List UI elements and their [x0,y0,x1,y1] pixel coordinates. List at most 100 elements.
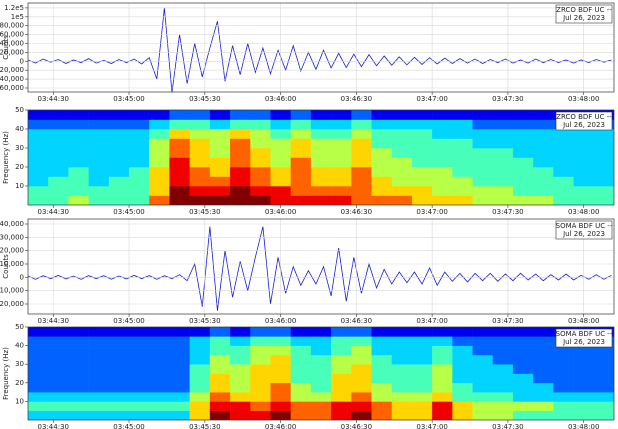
spectrogram-cell [492,195,514,205]
spectrogram-cell [189,345,211,356]
spectrogram-cell [68,186,89,196]
spectrogram-cell [533,392,554,402]
spectrogram-cell [68,148,89,158]
spectrogram-cell [371,373,393,384]
spectrogram-cell [48,382,69,393]
spectrogram-cell [331,410,352,420]
spectrogram-cell [230,129,251,139]
spectrogram-cell [593,195,614,205]
spectrogram-cell [28,148,49,158]
spectrogram-cell [492,392,514,402]
spectrogram-cell [149,410,170,420]
spectrogram-cell [129,186,150,196]
spectrogram-cell [553,195,574,205]
y-tick-label: -60,000 [0,84,24,92]
spectrogram-cell [411,354,433,365]
spectrogram-cell [331,186,352,196]
spectrogram-cell [472,345,494,356]
spectrogram-cell [573,148,595,158]
x-tick-label: 03:47:00 [416,317,447,325]
x-tick-label: 03:45:30 [189,317,220,325]
plot-content [28,110,614,205]
spectrogram-cell [230,119,251,130]
spectrogram-cell [331,157,352,168]
spectrogram-cell [512,195,534,205]
spectrogram-cell [68,392,89,402]
spectrogram-cell [68,410,89,420]
spectrogram-cell [432,195,453,205]
spectrogram-cell [88,373,110,384]
spectrogram-cell [169,186,190,196]
spectrogram-cell [209,195,231,205]
spectrogram-cell [68,382,89,393]
spectrogram-cell [371,138,393,149]
spectrogram-cell [149,354,170,365]
spectrogram-cell [391,157,413,168]
spectrogram-cell [108,364,130,374]
spectrogram-cell [250,119,271,130]
spectrogram-cell [351,354,372,365]
spectrogram-cell [472,373,494,384]
spectrogram-cell [270,354,291,365]
spectrogram-cell [452,345,473,356]
spectrogram-cell [310,195,332,205]
spectrogram-cell [391,354,413,365]
y-tick-label: 10 [15,397,24,405]
spectrogram-cell [290,410,312,420]
spectrogram-cell [250,392,271,402]
spectrogram-cell [310,345,332,356]
spectrogram-cell [452,186,473,196]
spectrogram-cell [270,148,291,158]
spectrogram-cell [371,382,393,393]
spectrogram-cell [351,186,372,196]
spectrogram-cell [310,401,332,411]
spectrogram-cell [452,382,473,393]
spectrogram-cell [48,327,69,337]
spectrogram-cell [250,167,271,177]
spectrogram-cell [371,364,393,374]
spectrogram-cell [68,373,89,384]
x-tick-label: 03:47:00 [416,95,447,103]
y-tick-label: 10,000 [0,260,24,268]
spectrogram-cell [432,186,453,196]
spectrogram-cell [250,195,271,205]
spectrogram-cell [129,110,150,120]
spectrogram-cell [250,157,271,168]
spectrogram-cell [512,382,534,393]
spectrogram-cell [290,345,312,356]
spectrogram-cell [512,138,534,149]
spectrogram-cell [472,401,494,411]
spectrogram-cell [371,354,393,365]
spectrogram-cell [129,373,150,384]
spectrogram-cell [149,157,170,168]
spectrogram-cell [411,186,433,196]
spectrogram-cell [270,364,291,374]
spectrogram-cell [512,373,534,384]
spectrogram-cell [230,327,251,337]
spectrogram-cell [593,148,614,158]
x-tick-label: 03:46:00 [265,95,296,103]
spectrogram-cell [28,336,49,346]
spectrogram-cell [573,167,595,177]
spectrogram-cell [149,327,170,337]
spectrogram-cell [310,410,332,420]
spectrogram-cell [189,354,211,365]
spectrogram-cell [512,345,534,356]
spectrogram-cell [411,401,433,411]
spectrogram-cell [209,401,231,411]
legend-station: ZRCO BDF UC -- [556,113,612,121]
spectrogram-cell [331,392,352,402]
spectrogram-cell [48,148,69,158]
spectrogram-cell [68,129,89,139]
spectrogram-cell [371,336,393,346]
spectrogram-cell [88,129,110,139]
spectrogram-cell [533,401,554,411]
spectrogram-cell [533,129,554,139]
spectrogram-cell [432,176,453,187]
spectrogram-cell [250,410,271,420]
spectrogram-cell [149,392,170,402]
spectrogram-cell [149,129,170,139]
spectrogram-cell [129,195,150,205]
spectrogram-cell [270,327,291,337]
spectrogram-cell [472,327,494,337]
